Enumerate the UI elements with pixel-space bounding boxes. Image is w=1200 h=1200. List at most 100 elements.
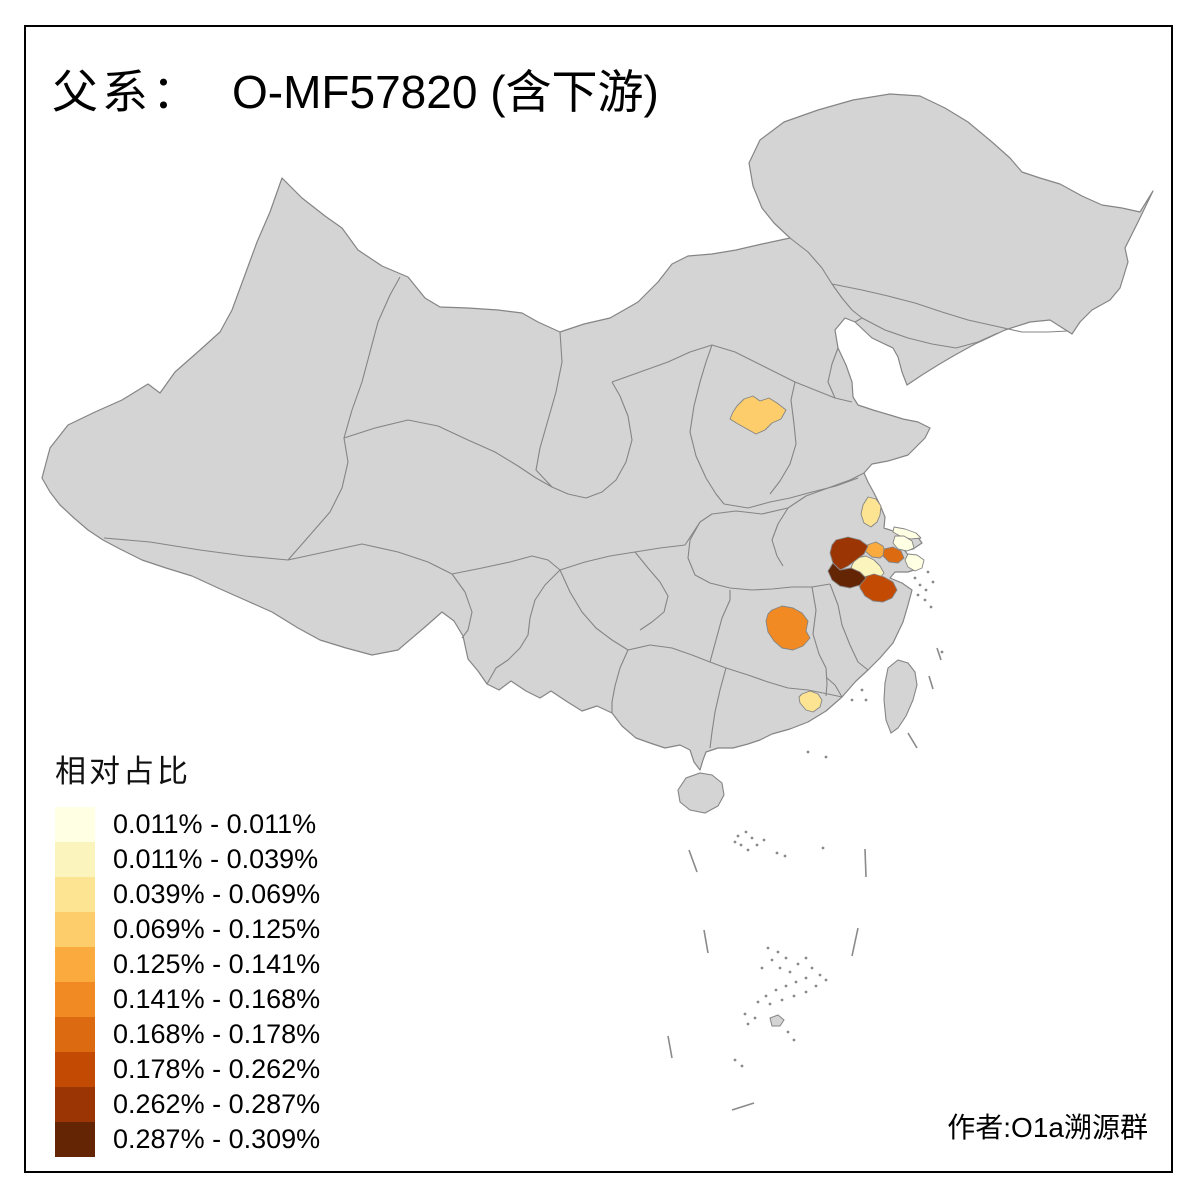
island-dot [788, 970, 792, 974]
dash-line-segment [667, 1035, 673, 1059]
legend-swatch [55, 982, 95, 1017]
island-dot [750, 836, 754, 840]
island-dot [746, 848, 750, 852]
island-dot [736, 834, 740, 838]
title-haplogroup-code: O-MF57820 (含下游) [232, 66, 659, 118]
province-border [287, 543, 453, 575]
island-dot [778, 966, 782, 970]
island-dot [940, 650, 944, 654]
legend-swatch [55, 912, 95, 947]
island-dot [824, 978, 828, 982]
region-huangshan [827, 562, 867, 589]
island-dot [804, 976, 808, 980]
legend-row: 0.039% - 0.069% [55, 877, 320, 912]
island-dot [733, 840, 737, 844]
legend-swatch [55, 947, 95, 982]
legend-swatch [55, 842, 95, 877]
province-border [827, 347, 839, 399]
island-dot [860, 688, 864, 692]
island-dot [796, 962, 800, 966]
legend-label: 0.141% - 0.168% [113, 984, 321, 1014]
island-dot [784, 956, 788, 960]
island-dot [923, 598, 927, 602]
hainan-island [677, 772, 725, 814]
island-dot [775, 851, 779, 855]
legend-row: 0.168% - 0.178% [55, 1017, 320, 1052]
author-credit: 作者:O1a溯源群 [947, 1112, 1148, 1143]
region-suzhou [892, 535, 915, 552]
region-shaoxing-jinhua [859, 573, 898, 603]
province-border [451, 555, 561, 575]
province-border [343, 419, 553, 488]
island-dot [766, 946, 770, 950]
legend-row: 0.178% - 0.262% [55, 1052, 320, 1087]
province-border [709, 590, 731, 663]
legend: 相对占比 0.011% - 0.011% 0.011% - 0.039% 0.0… [55, 746, 320, 1157]
legend-row: 0.069% - 0.125% [55, 912, 320, 947]
legend-row: 0.011% - 0.039% [55, 842, 320, 877]
island-dot [850, 698, 854, 702]
island-dot [780, 998, 784, 1002]
island-dot [916, 593, 920, 597]
province-border [103, 537, 289, 561]
province-border [709, 667, 727, 749]
legend-label: 0.069% - 0.125% [113, 914, 321, 944]
island-dot [756, 1000, 760, 1004]
island-dot [804, 990, 808, 994]
dash-line-segment [731, 1102, 755, 1111]
island-dot [824, 755, 828, 759]
region-xuancheng [829, 536, 869, 571]
island-dot [784, 984, 788, 988]
legend-rows: 0.011% - 0.011% 0.011% - 0.039% 0.039% -… [55, 807, 320, 1157]
island-dot [764, 994, 768, 998]
island-dot [924, 588, 928, 592]
dash-line-segment [928, 675, 934, 690]
island-dot [740, 1064, 744, 1068]
island-dot [806, 750, 810, 754]
region-jiangsu-central [860, 496, 882, 528]
island-dot [770, 958, 774, 962]
legend-row: 0.125% - 0.141% [55, 947, 320, 982]
region-shanghai [904, 553, 925, 572]
province-border [723, 477, 859, 509]
island-dot [744, 830, 748, 834]
island-dot [786, 1030, 790, 1034]
legend-label: 0.125% - 0.141% [113, 949, 321, 979]
legend-swatch [55, 877, 95, 912]
island-dot [804, 956, 808, 960]
island-dot [739, 843, 743, 847]
province-border [811, 586, 828, 697]
province-border [771, 507, 789, 567]
island-dot [926, 570, 930, 574]
legend-row: 0.262% - 0.287% [55, 1087, 320, 1122]
province-border [769, 381, 797, 495]
province-border [611, 344, 853, 403]
province-border [287, 276, 401, 561]
island-dot [753, 1016, 757, 1020]
island-dot [783, 854, 787, 858]
island-dot [810, 966, 814, 970]
island-dot [733, 1058, 737, 1062]
dash-line-segment [936, 647, 942, 661]
island-dot [774, 988, 778, 992]
province-border [451, 573, 473, 639]
island-dot [794, 980, 798, 984]
region-shanxi-central [729, 395, 787, 435]
province-border [611, 649, 629, 713]
region-hunan-east [765, 605, 811, 651]
south-sea-islet [769, 1014, 785, 1027]
province-border [789, 237, 863, 323]
legend-label: 0.039% - 0.069% [113, 879, 321, 909]
legend-title: 相对占比 [55, 754, 191, 789]
legend-swatch [55, 1087, 95, 1122]
province-border [559, 569, 629, 651]
island-dot [918, 583, 922, 587]
province-border [831, 283, 1069, 333]
legend-label: 0.011% - 0.011% [113, 809, 317, 839]
island-dot [913, 576, 917, 580]
province-border [861, 317, 999, 349]
taiwan-island [883, 659, 918, 734]
province-border [627, 644, 727, 669]
island-dot [864, 698, 868, 702]
